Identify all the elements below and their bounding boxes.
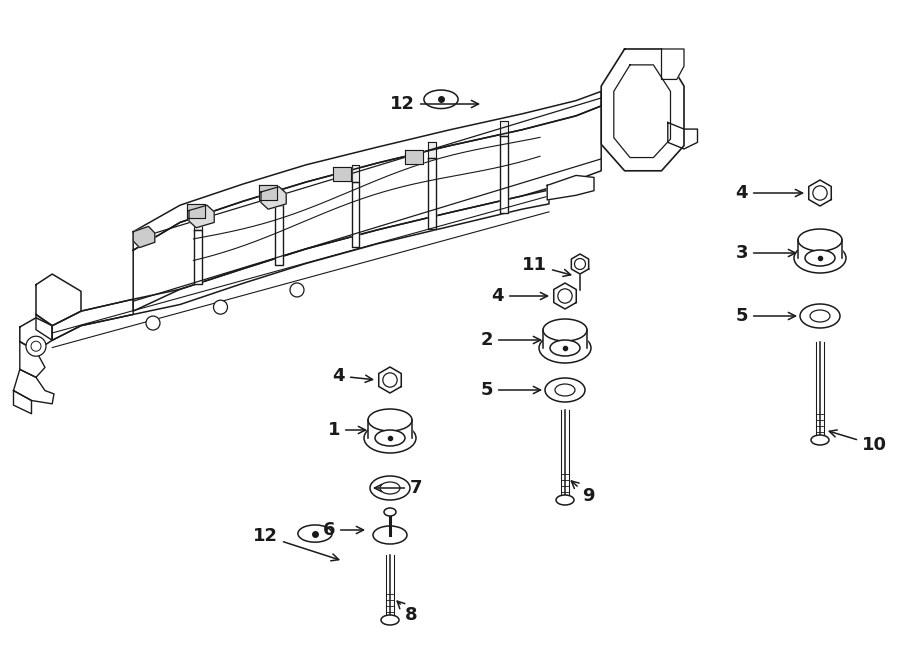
Polygon shape	[275, 188, 283, 205]
Ellipse shape	[384, 508, 396, 516]
Polygon shape	[572, 254, 589, 274]
Circle shape	[290, 283, 304, 297]
Text: 5: 5	[735, 307, 796, 325]
Polygon shape	[36, 274, 81, 326]
Polygon shape	[194, 213, 202, 230]
Polygon shape	[133, 226, 155, 248]
Ellipse shape	[424, 90, 458, 109]
Text: 5: 5	[481, 381, 541, 399]
Text: 1: 1	[328, 421, 365, 439]
Text: 9: 9	[572, 481, 595, 505]
Polygon shape	[20, 318, 52, 351]
Polygon shape	[275, 205, 283, 265]
Polygon shape	[428, 142, 436, 158]
Polygon shape	[379, 367, 401, 393]
Polygon shape	[500, 136, 508, 213]
Ellipse shape	[298, 525, 332, 542]
Polygon shape	[547, 175, 594, 200]
Circle shape	[31, 341, 41, 352]
Ellipse shape	[810, 310, 830, 322]
Text: 11: 11	[522, 256, 571, 277]
Ellipse shape	[798, 229, 842, 251]
Polygon shape	[543, 330, 587, 348]
Circle shape	[382, 373, 397, 387]
Polygon shape	[189, 205, 214, 228]
Text: 7: 7	[374, 479, 422, 497]
Circle shape	[813, 186, 827, 200]
Ellipse shape	[550, 340, 580, 356]
Polygon shape	[333, 167, 351, 181]
Polygon shape	[601, 49, 684, 171]
Polygon shape	[261, 187, 286, 209]
Circle shape	[146, 316, 160, 330]
Text: 2: 2	[481, 331, 541, 349]
Polygon shape	[133, 106, 601, 311]
Ellipse shape	[370, 476, 410, 500]
Ellipse shape	[364, 423, 416, 453]
Ellipse shape	[375, 430, 405, 446]
Polygon shape	[52, 190, 549, 340]
Polygon shape	[405, 150, 423, 164]
Polygon shape	[20, 342, 45, 377]
Text: 4: 4	[332, 367, 373, 385]
Polygon shape	[554, 283, 576, 309]
Text: 4: 4	[491, 287, 547, 305]
Polygon shape	[500, 120, 508, 136]
Polygon shape	[614, 65, 670, 158]
Polygon shape	[187, 204, 205, 218]
Polygon shape	[14, 391, 32, 414]
Ellipse shape	[794, 243, 846, 273]
Ellipse shape	[545, 378, 585, 402]
Text: 12: 12	[253, 527, 338, 561]
Polygon shape	[259, 185, 277, 200]
Text: 4: 4	[735, 184, 803, 202]
Ellipse shape	[380, 482, 400, 494]
Polygon shape	[809, 180, 832, 206]
Ellipse shape	[811, 435, 829, 445]
Polygon shape	[194, 230, 202, 284]
Circle shape	[26, 336, 46, 356]
Ellipse shape	[539, 333, 591, 363]
Text: 8: 8	[397, 601, 418, 624]
Ellipse shape	[555, 384, 575, 396]
Text: 6: 6	[322, 521, 364, 539]
Ellipse shape	[381, 615, 399, 625]
Ellipse shape	[373, 526, 407, 544]
Text: 12: 12	[390, 95, 479, 113]
Polygon shape	[428, 158, 436, 230]
Circle shape	[574, 258, 586, 269]
Polygon shape	[798, 240, 842, 258]
Polygon shape	[668, 122, 698, 149]
Polygon shape	[52, 299, 133, 340]
Text: 3: 3	[735, 244, 796, 262]
Ellipse shape	[800, 304, 840, 328]
Circle shape	[558, 289, 572, 303]
Polygon shape	[14, 369, 54, 404]
Polygon shape	[662, 49, 684, 79]
Polygon shape	[352, 165, 359, 181]
Circle shape	[213, 300, 228, 314]
Ellipse shape	[556, 495, 574, 505]
Ellipse shape	[805, 250, 835, 266]
Polygon shape	[368, 420, 412, 438]
Ellipse shape	[368, 409, 412, 431]
Polygon shape	[133, 91, 601, 250]
Polygon shape	[36, 314, 52, 340]
Text: 10: 10	[829, 430, 887, 454]
Polygon shape	[352, 181, 359, 248]
Ellipse shape	[543, 319, 587, 341]
